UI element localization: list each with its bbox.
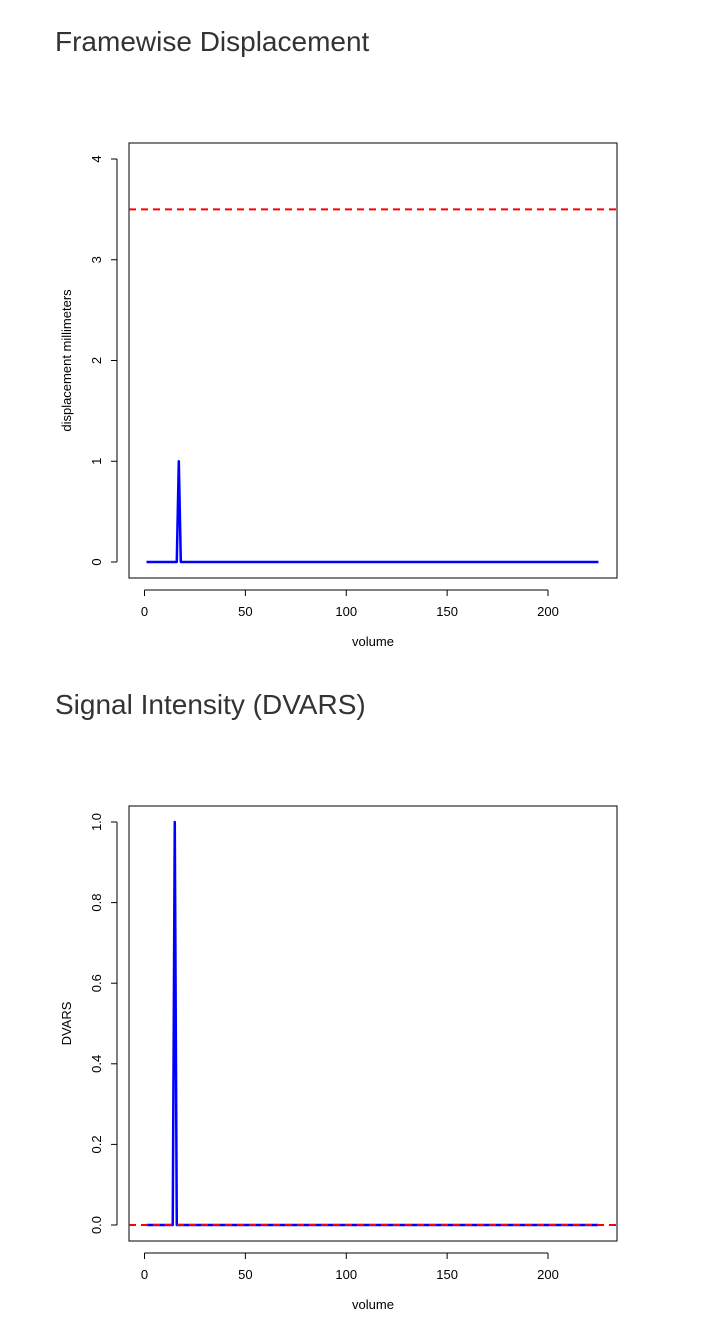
- dvars-chart: 0 50 100 150 200 0.0 0.2 0.4 0.6 0.8 1.0 volume DVAR…: [59, 805, 618, 1312]
- y-tick-label: 3: [89, 256, 104, 263]
- x-tick-label: 0: [141, 604, 148, 619]
- x-tick-label: 200: [537, 604, 559, 619]
- series-line: [146, 460, 599, 564]
- fd-section-title: Framewise Displacement: [55, 26, 370, 57]
- x-axis-title: volume: [352, 634, 394, 649]
- y-tick-label: 1.0: [89, 813, 104, 831]
- y-tick-label: 2: [89, 357, 104, 364]
- y-axis-title: DVARS: [59, 1001, 74, 1045]
- y-tick-label: 0.6: [89, 974, 104, 992]
- y-tick-label: 0.2: [89, 1135, 104, 1153]
- x-axis-title: volume: [352, 1297, 394, 1312]
- fd-chart: 0 50 100 150 200 0 1 2 3 4 volume displacement mill…: [59, 142, 618, 649]
- y-tick-label: 0.8: [89, 894, 104, 912]
- y-tick-label: 1: [89, 458, 104, 465]
- x-tick-label: 150: [436, 1267, 458, 1282]
- dvars-section-title: Signal Intensity (DVARS): [55, 689, 366, 720]
- plot-frame: [128, 142, 618, 579]
- x-tick-label: 0: [141, 1267, 148, 1282]
- x-tick-label: 100: [335, 1267, 357, 1282]
- y-tick-label: 4: [89, 155, 104, 162]
- x-tick-label: 50: [238, 1267, 252, 1282]
- plot-frame: [128, 805, 618, 1242]
- series-line: [146, 820, 599, 1227]
- y-axis-title: displacement millimeters: [59, 289, 74, 432]
- y-tick-label: 0.0: [89, 1216, 104, 1234]
- y-tick-label: 0.4: [89, 1055, 104, 1073]
- x-tick-label: 200: [537, 1267, 559, 1282]
- x-tick-label: 50: [238, 604, 252, 619]
- y-tick-label: 0: [89, 558, 104, 565]
- x-tick-label: 150: [436, 604, 458, 619]
- x-tick-label: 100: [335, 604, 357, 619]
